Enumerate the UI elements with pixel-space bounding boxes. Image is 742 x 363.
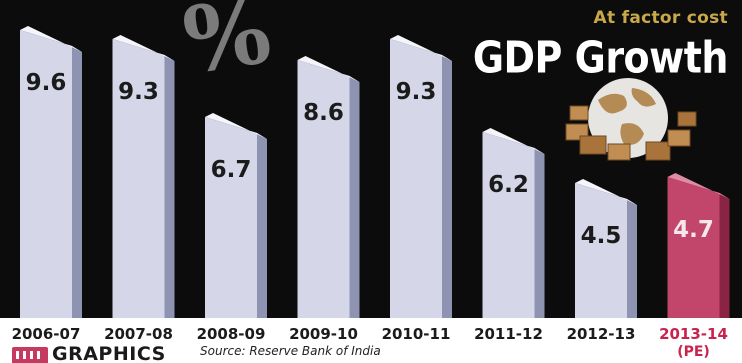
publisher-logo — [12, 347, 48, 363]
globe-icon — [565, 78, 697, 161]
parcel-box — [677, 111, 697, 127]
bar-side — [534, 148, 545, 318]
graphics-label: GRAPHICS — [52, 343, 166, 363]
category-label: 2012-13 — [567, 325, 636, 343]
bar-2007-08 — [112, 35, 175, 318]
bar-side — [72, 46, 82, 318]
bar-face — [667, 177, 720, 318]
value-label: 6.7 — [211, 157, 252, 183]
bar-face — [575, 183, 627, 318]
bar-side — [442, 55, 452, 318]
bar-side — [257, 133, 267, 318]
bar-side — [349, 76, 360, 318]
bar-2011-12 — [482, 128, 545, 318]
source-note: Source: Reserve Bank of India — [200, 344, 381, 358]
bar-face — [205, 117, 257, 318]
value-label: 9.6 — [26, 70, 67, 96]
bar-side — [164, 55, 175, 318]
bar-2013-14 — [667, 173, 730, 318]
category-note: (PE) — [677, 344, 710, 360]
globe-continents — [598, 88, 656, 145]
bar-top — [112, 35, 175, 61]
bar-top — [205, 113, 267, 139]
bar-2012-13 — [575, 179, 637, 318]
category-label: 2008-09 — [197, 325, 266, 343]
bar-2006-07 — [20, 26, 82, 318]
category-label: 2013-14 — [659, 325, 728, 343]
bar-top — [390, 35, 452, 61]
bar-face — [112, 39, 165, 318]
bar-face — [390, 39, 442, 318]
category-label: 2009-10 — [289, 325, 358, 343]
chart-subtitle: At factor cost — [593, 8, 728, 28]
category-label: 2006-07 — [12, 325, 81, 343]
bar-side — [627, 199, 637, 318]
value-label: 9.3 — [118, 79, 159, 105]
value-label: 9.3 — [396, 79, 437, 105]
value-label: 8.6 — [303, 100, 344, 126]
bar-face — [297, 60, 350, 318]
bar-2010-11 — [390, 35, 452, 318]
bar-top — [482, 128, 545, 154]
value-label: 4.5 — [581, 223, 622, 249]
chart-title: GDP Growth — [472, 32, 729, 83]
bar-top — [297, 56, 360, 82]
parcel-box — [645, 141, 671, 161]
bar-face — [20, 30, 72, 318]
category-label: 2011-12 — [474, 325, 543, 343]
parcel-box — [607, 143, 631, 161]
bar-side — [719, 193, 730, 318]
parcel-box — [569, 105, 589, 121]
category-label: 2007-08 — [104, 325, 173, 343]
value-label: 6.2 — [488, 172, 529, 198]
bar-top — [20, 26, 82, 52]
bar-2008-09 — [205, 113, 267, 318]
bar-2009-10 — [297, 56, 360, 318]
parcel-box — [667, 129, 691, 147]
bar-top — [575, 179, 637, 205]
bar-face — [482, 132, 535, 318]
value-label: 4.7 — [673, 217, 714, 243]
category-label: 2010-11 — [382, 325, 451, 343]
bar-top — [667, 173, 730, 199]
parcel-box — [579, 135, 607, 155]
